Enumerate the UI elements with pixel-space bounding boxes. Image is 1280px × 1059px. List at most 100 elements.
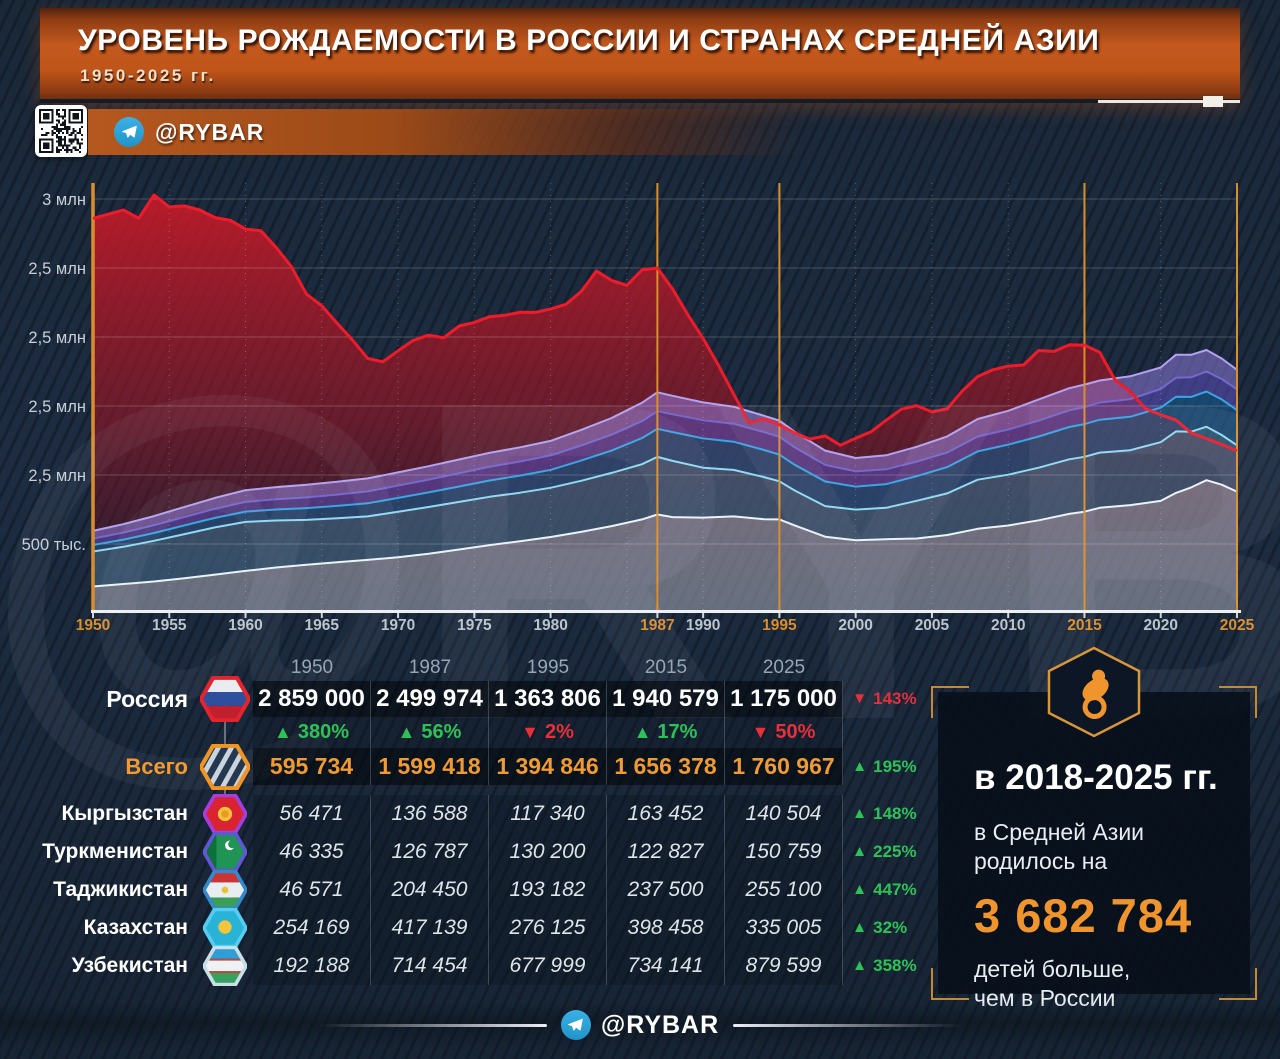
delta-cell: ▼ 50% [725,717,843,748]
table-row-turkmenistan: Туркменистан 46 335 126 787 130 200 122 827… [37,832,947,872]
value-cell: 163 452 [607,795,725,833]
spacer [37,655,197,681]
header-divider-accent [1098,100,1240,103]
x-tick-label: 2000 [838,617,872,634]
pacifier-badge [1042,646,1146,743]
flag-kazakhstan-icon [203,908,247,948]
y-tick-label: 2,5 млн [28,260,86,278]
flag-kyrgyzstan-icon [197,794,253,834]
value-cell: 1 760 967 [725,748,843,785]
change-cell: ▲ 32% [852,918,908,937]
value-cell: 140 504 [725,795,843,833]
up-triangle-icon: ▲ [852,957,868,974]
spacer [843,655,943,681]
value-cell: 204 450 [371,871,489,909]
x-tick-label: 1970 [381,617,415,634]
x-tick-label: 1975 [457,617,492,634]
x-tick-label: 1987 [640,617,674,634]
flag-uzbekistan-icon [197,946,253,986]
table-row-years-header: 1950 1987 1995 2015 2025 [37,655,947,681]
flag-russia-icon [197,676,253,722]
x-tick-label: 2005 [915,617,950,634]
flag-kazakhstan-icon [197,908,253,948]
value-cell: 276 125 [489,909,607,947]
table-row-kyrgyzstan: Кыргызстан 56 471 136 588 117 340 163 452 14… [37,794,947,834]
footer-line [318,1023,547,1027]
row-label: Всего [125,753,188,779]
up-triangle-icon: ▲ [852,919,868,936]
russia-line [92,193,1238,453]
x-tick-label: 1995 [762,617,797,634]
stack-line-Узбекистан [92,479,1238,588]
y-tick-label: 2,5 млн [28,329,86,347]
value-cell: 122 827 [607,833,725,871]
year-header: 2025 [762,657,806,678]
value-cell: 1 940 579 [607,681,725,717]
spacer [843,717,943,748]
up-triangle-icon: ▲ [274,722,292,742]
value-cell: 1 599 418 [371,748,489,785]
value-cell: 677 999 [489,947,607,985]
delta-cell: ▲ 380% [253,717,371,748]
change-cell: ▲ 225% [852,842,917,861]
row-label: Узбекистан [71,954,188,977]
table-row-uzbekistan: Узбекистан 192 188 714 454 677 999 734 141 8… [37,946,947,986]
value-cell: 734 141 [607,947,725,985]
value-cell: 714 454 [371,947,489,985]
value-cell: 2 859 000 [253,681,371,717]
delta-cell: ▼ 2% [489,717,607,748]
header-banner: УРОВЕНЬ РОЖДАЕМОСТИ В РОССИИ И СТРАНАХ С… [40,8,1240,102]
pacifier-icon [1047,646,1141,738]
telegram-banner: @RYBAR [88,109,812,155]
delta-cell: ▲ 17% [607,717,725,748]
page-subtitle: 1950-2025 гг. [80,66,216,85]
callout-text-line: в Средней Азии [974,819,1145,845]
stack-area-Таджикистан [93,391,1237,552]
change-cell: ▲ 447% [852,880,917,899]
value-cell: 237 500 [607,871,725,909]
value-cell: 335 005 [725,909,843,947]
stack-line-Туркменистан [92,370,1238,540]
paper-plane-icon [121,125,137,138]
value-cell: 192 188 [253,947,371,985]
stack-area-Узбекистан [93,480,1237,613]
value-cell: 56 471 [253,795,371,833]
telegram-icon-footer [560,1010,591,1040]
value-cell: 1 363 806 [489,681,607,717]
table-row-percents: ▲ 380% ▲ 56% ▼ 2% ▲ 17% ▼ 50% [37,717,947,748]
stack-line-Казахстан [92,425,1238,553]
value-cell: 1 175 000 [725,681,843,717]
value-cell: 1 656 378 [607,748,725,785]
value-cell: 254 169 [253,909,371,947]
y-tick-label: 3 млн [42,191,86,209]
x-tick-label: 2015 [1067,617,1102,634]
callout-corner [1219,686,1257,718]
value-cell: 136 588 [371,795,489,833]
year-header: 1950 [290,657,334,678]
value-cell: 398 458 [607,909,725,947]
value-cell: 417 139 [371,909,489,947]
callout-text-line: детей больше, [974,956,1131,982]
x-tick-label: 1960 [228,617,262,634]
delta-cell: ▲ 56% [371,717,489,748]
down-triangle-icon: ▼ [521,722,539,742]
year-header: 1995 [526,657,570,678]
flag-uzbekistan-icon [203,946,247,986]
paper-plane-icon [568,1018,584,1031]
value-cell: 2 499 974 [371,681,489,717]
telegram-icon [114,117,144,147]
up-triangle-icon: ▲ [852,881,868,898]
header-divider-handle [1203,96,1223,107]
up-triangle-icon: ▲ [397,722,416,742]
stack-line-Кыргызстан [92,349,1238,532]
up-triangle-icon: ▲ [852,805,868,822]
value-cell: 130 200 [489,833,607,871]
page-title: УРОВЕНЬ РОЖДАЕМОСТИ В РОССИИ И СТРАНАХ С… [78,24,1100,57]
data-table: 1950 1987 1995 2015 2025 Россия 2 859 000 2 49… [37,655,947,986]
footer-badge: @RYBAR [600,1010,720,1039]
value-cell: 879 599 [725,947,843,985]
change-cell: ▲ 358% [852,956,917,975]
change-cell: ▲ 195% [852,756,917,776]
down-triangle-icon: ▼ [751,722,770,742]
value-cell: 595 734 [253,748,371,785]
